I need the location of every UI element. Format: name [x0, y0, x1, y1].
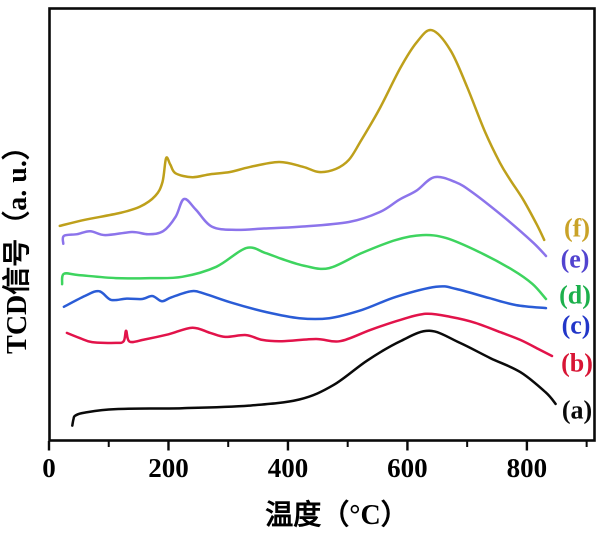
curve-f	[58, 28, 546, 242]
legend-label-f: (f)	[564, 214, 590, 243]
legend-label-c: (c)	[562, 311, 591, 340]
curve-e	[61, 175, 548, 258]
legend-label-a: (a)	[562, 396, 592, 425]
curves	[58, 28, 557, 427]
legend-label-b: (b)	[561, 349, 593, 378]
x-axis-title: 温度（°C）	[265, 498, 408, 531]
curve-c	[62, 285, 548, 321]
x-axis-tick-labels: 0 200 400 600 800	[42, 453, 547, 483]
x-axis-ticks	[47, 441, 588, 451]
x-tick-label: 800	[507, 453, 548, 483]
legend-label-e: (e)	[561, 245, 590, 274]
curve-b	[65, 312, 554, 358]
curve-a	[71, 329, 557, 427]
x-tick-label: 600	[387, 453, 428, 483]
y-axis-title: TCD信号（a. u.）	[0, 132, 33, 354]
legend-label-d: (d)	[559, 281, 591, 310]
x-tick-label: 400	[268, 453, 309, 483]
legend: (a) (b) (c)(d) (e)(f)	[559, 214, 593, 425]
x-tick-label: 0	[42, 453, 56, 483]
plot-border	[48, 7, 596, 442]
x-tick-label: 200	[148, 453, 189, 483]
curve-d	[60, 233, 548, 301]
